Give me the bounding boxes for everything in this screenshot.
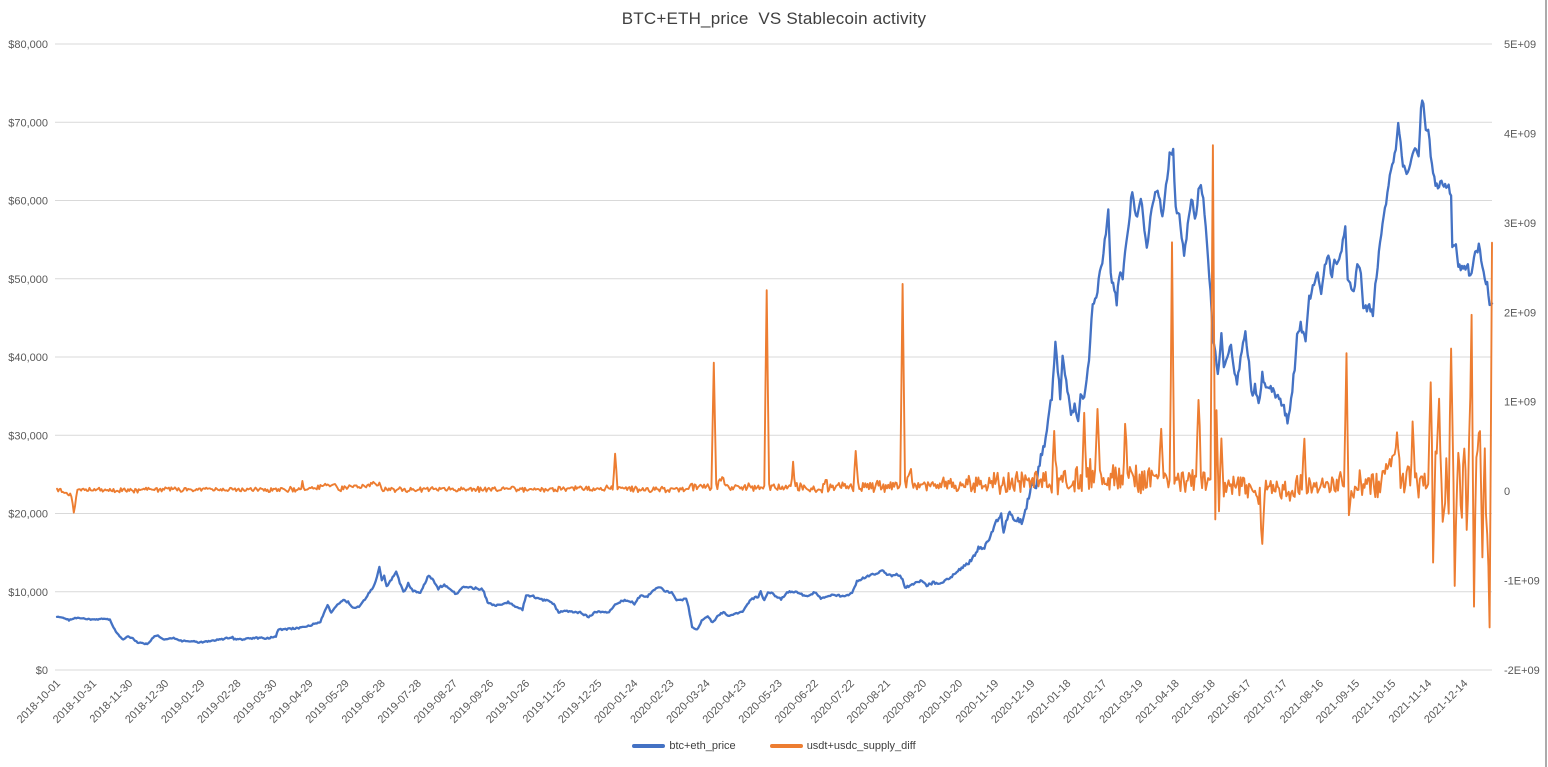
legend-label-usdt-usdc-supply-diff: usdt+usdc_supply_diff (806, 740, 916, 752)
y-axis-right-tick-label: 2E+09 (1504, 307, 1536, 319)
y-axis-left-tick-label: $40,000 (8, 352, 48, 364)
y-axis-left-tick-label: $30,000 (8, 430, 48, 442)
y-axis-right-tick-label: 3E+09 (1504, 218, 1536, 230)
legend-swatch-btc-eth-price-icon (632, 744, 666, 748)
y-axis-left-tick-label: $70,000 (8, 117, 48, 129)
legend-item-usdt-usdc-supply-diff: usdt+usdc_supply_diff (769, 740, 916, 752)
y-axis-left-tick-label: $10,000 (8, 587, 48, 599)
window-right-edge-divider (1545, 0, 1547, 767)
legend-label-btc-eth-price: btc+eth_price (669, 740, 736, 752)
y-axis-right-tick-label: 5E+09 (1504, 39, 1536, 51)
chart-title: BTC+ETH_price VS Stablecoin activity (621, 9, 927, 28)
y-axis-left-tick-label: $20,000 (8, 509, 48, 521)
legend-swatch-usdt-usdc-supply-diff-icon (769, 744, 803, 748)
y-axis-right-tick-label: 1E+09 (1504, 397, 1536, 409)
chart-legend: btc+eth_price usdt+usdc_supply_diff (0, 740, 1548, 752)
y-axis-right-tick-label: 4E+09 (1504, 128, 1536, 140)
y-axis-left-tick-label: $0 (36, 665, 48, 677)
y-axis-right-tick-label: -2E+09 (1504, 665, 1540, 677)
series-usdt-usdc-supply-diff-line (56, 144, 1493, 629)
legend-item-btc-eth-price: btc+eth_price (632, 740, 736, 752)
y-axis-left-tick-label: $60,000 (8, 196, 48, 208)
series-btc-eth-price-line (55, 99, 1494, 646)
y-axis-right-tick-label: -1E+09 (1504, 576, 1540, 588)
y-axis-left-tick-label: $50,000 (8, 274, 48, 286)
y-axis-right-tick-label: 0 (1504, 486, 1510, 498)
y-axis-left-tick-label: $80,000 (8, 39, 48, 51)
